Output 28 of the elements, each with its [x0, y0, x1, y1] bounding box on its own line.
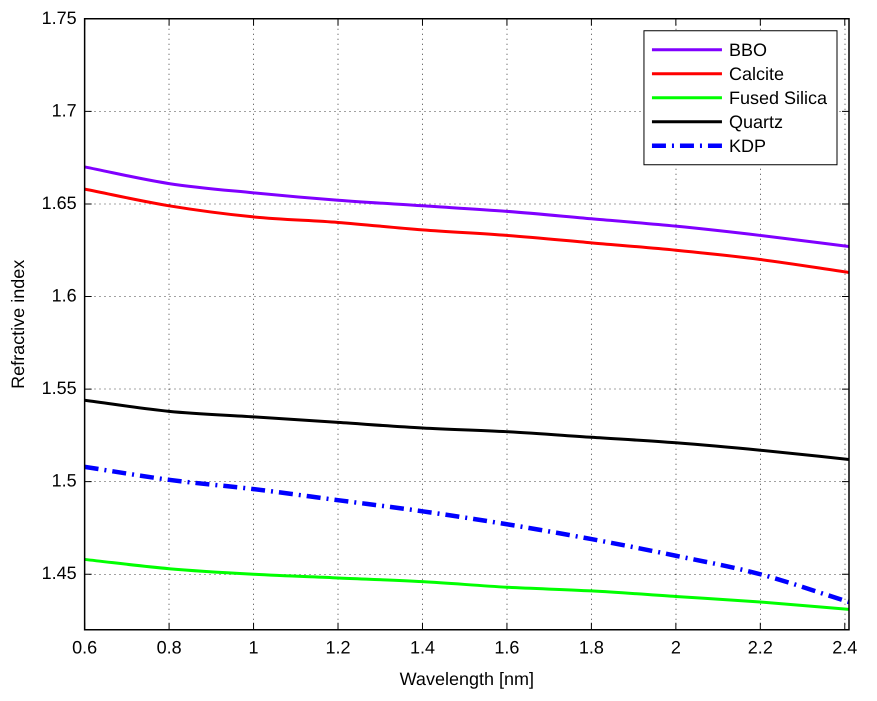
x-axis-title: Wavelength [nm] — [400, 669, 534, 690]
y-tick-label: 1.7 — [52, 100, 77, 120]
x-tick-label: 0.6 — [72, 638, 98, 658]
legend-label: BBO — [728, 40, 767, 60]
x-tick-label: 1.2 — [326, 638, 351, 658]
x-tick-label: 1 — [248, 638, 259, 658]
x-tick-label: 2.4 — [832, 638, 858, 658]
x-tick-label: 0.8 — [156, 638, 182, 658]
legend-label: Calcite — [728, 64, 784, 84]
x-tick-label: 2.2 — [748, 638, 773, 658]
y-tick-label: 1.75 — [42, 8, 77, 28]
y-tick-label: 1.65 — [42, 192, 77, 213]
y-tick-label: 1.55 — [42, 378, 77, 398]
y-axis-title: Refractive index — [8, 260, 28, 389]
legend-label: Quartz — [728, 112, 783, 132]
line-series — [84, 188, 849, 274]
legend-label: KDP — [728, 136, 766, 156]
x-tick-label: 1.4 — [410, 638, 435, 658]
y-tick-label: 1.45 — [42, 563, 77, 584]
legend-label: Fused Silica — [728, 88, 828, 108]
x-tick-label: 1.6 — [494, 638, 520, 658]
x-tick-label: 2 — [670, 638, 681, 658]
line-series — [84, 464, 849, 604]
y-tick-label: 1.6 — [52, 285, 77, 306]
y-tick-label: 1.5 — [52, 470, 77, 491]
line-series — [84, 558, 849, 611]
line-series — [84, 165, 849, 248]
x-tick-label: 1.8 — [578, 638, 604, 658]
